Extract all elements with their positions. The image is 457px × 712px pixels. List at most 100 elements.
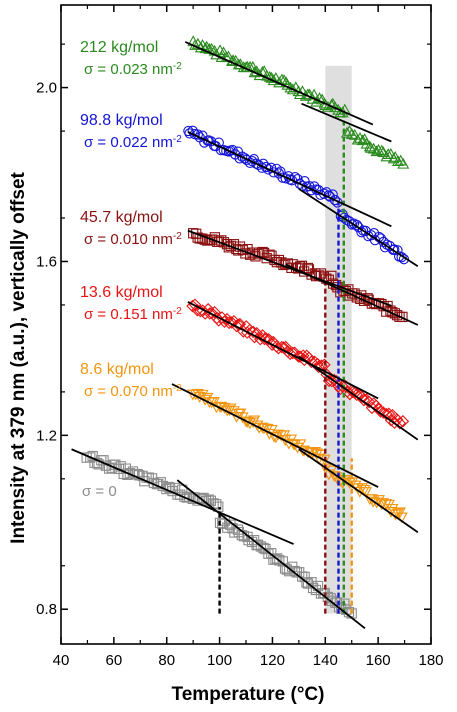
data-point bbox=[346, 477, 359, 489]
fit-line bbox=[184, 41, 374, 126]
data-point bbox=[393, 416, 407, 430]
x-tick-label: 60 bbox=[106, 652, 123, 669]
data-point bbox=[346, 385, 360, 399]
sigma-label: σ = 0.010 nm-2 bbox=[84, 231, 182, 249]
x-tick-label: 100 bbox=[207, 652, 232, 669]
tg-line-layer bbox=[218, 112, 353, 614]
y-tick-label: 2.0 bbox=[36, 80, 57, 97]
data-point bbox=[187, 125, 198, 136]
data-point bbox=[232, 524, 244, 535]
data-point bbox=[306, 185, 317, 196]
data-point bbox=[199, 234, 210, 245]
sigma-label: σ = 0.023 nm-2 bbox=[84, 61, 182, 79]
series-name-label: 13.6 kg/mol bbox=[80, 284, 163, 301]
plot-frame bbox=[60, 4, 432, 645]
series-name-label: 45.7 kg/mol bbox=[80, 209, 163, 226]
x-axis-title: Temperature (°C) bbox=[172, 684, 325, 705]
fit-line bbox=[176, 479, 366, 630]
data-point bbox=[259, 332, 273, 345]
data-point bbox=[225, 316, 238, 329]
axes-layer: 40 60 80 100 120 140 160 180 0.8 1.2 1.6 2.0 bbox=[36, 4, 444, 669]
data-point bbox=[183, 125, 194, 137]
y-tick-label: 1.6 bbox=[36, 253, 57, 270]
data-point bbox=[396, 252, 407, 263]
sigma-exponent: -2 bbox=[173, 231, 182, 242]
data-point bbox=[345, 127, 358, 139]
data-point bbox=[311, 448, 324, 460]
data-point bbox=[272, 553, 283, 564]
data-point bbox=[325, 374, 339, 388]
data-point bbox=[329, 194, 341, 206]
fit-line bbox=[187, 131, 392, 228]
data-point bbox=[241, 154, 252, 166]
data-point bbox=[372, 143, 385, 155]
data-point bbox=[387, 152, 400, 164]
data-point bbox=[313, 92, 326, 103]
data-point bbox=[309, 446, 322, 458]
x-tick-label: 180 bbox=[418, 652, 443, 669]
data-point bbox=[281, 78, 294, 90]
data-point bbox=[356, 134, 369, 146]
data-point bbox=[381, 239, 393, 250]
data-point bbox=[270, 554, 281, 565]
sigma-exponent: -2 bbox=[173, 61, 182, 72]
data-point bbox=[258, 332, 271, 346]
series-name-label: 212 kg/mol bbox=[80, 39, 158, 56]
data-point bbox=[276, 257, 287, 268]
y-tick-label: 0.8 bbox=[36, 601, 57, 618]
data-point bbox=[268, 167, 279, 178]
series-points bbox=[183, 125, 410, 265]
fit-line bbox=[71, 448, 294, 545]
x-tick-label: 160 bbox=[366, 652, 391, 669]
series-name-label: 98.8 kg/mol bbox=[80, 112, 163, 129]
data-point bbox=[246, 325, 260, 339]
x-tick-label: 80 bbox=[158, 652, 175, 669]
data-point bbox=[362, 395, 376, 409]
data-point bbox=[374, 405, 387, 418]
fit-line bbox=[301, 102, 392, 143]
fit-line bbox=[298, 355, 419, 441]
data-point bbox=[397, 311, 408, 323]
sigma-exponent: -2 bbox=[173, 383, 182, 394]
sigma-exponent: -2 bbox=[173, 134, 182, 145]
data-point bbox=[278, 74, 291, 85]
data-point bbox=[227, 314, 241, 328]
data-point bbox=[208, 305, 221, 319]
fit-line bbox=[187, 229, 392, 307]
fit-line bbox=[187, 301, 379, 400]
data-point bbox=[220, 51, 233, 63]
y-axis-title: Intensity at 379 nm (a.u.), vertically o… bbox=[8, 171, 29, 543]
data-point bbox=[360, 487, 373, 498]
x-tick-label: 40 bbox=[53, 652, 70, 669]
fit-line bbox=[171, 383, 379, 488]
data-point bbox=[275, 166, 286, 177]
data-point bbox=[277, 556, 288, 567]
x-tick-label: 120 bbox=[260, 652, 285, 669]
data-point bbox=[296, 260, 308, 271]
y-tick-label: 1.2 bbox=[36, 427, 57, 444]
data-point bbox=[396, 415, 410, 428]
data-point bbox=[286, 346, 299, 360]
x-tick-label: 140 bbox=[313, 652, 338, 669]
fit-line bbox=[285, 263, 419, 326]
data-point bbox=[343, 124, 356, 136]
data-point bbox=[237, 325, 250, 338]
data-point bbox=[355, 483, 368, 495]
data-point bbox=[364, 141, 377, 153]
data-point bbox=[274, 555, 285, 566]
data-point bbox=[253, 159, 264, 170]
sigma-label: σ = 0.151 nm-2 bbox=[84, 306, 182, 324]
sigma-label: σ = 0.022 nm-2 bbox=[84, 134, 182, 152]
data-point bbox=[294, 439, 307, 451]
data-point bbox=[260, 69, 273, 81]
data-point bbox=[395, 512, 408, 524]
data-point bbox=[303, 264, 315, 275]
sigma-label: σ = 0 bbox=[82, 483, 117, 500]
data-point bbox=[312, 360, 326, 374]
fit-line bbox=[298, 448, 419, 534]
data-point bbox=[161, 483, 172, 495]
data-point bbox=[184, 128, 195, 139]
series-label-layer: 212 kg/mol σ = 0.023 nm-2 98.8 kg/mol σ = 0… bbox=[80, 39, 182, 500]
fit-line-layer bbox=[71, 41, 419, 630]
